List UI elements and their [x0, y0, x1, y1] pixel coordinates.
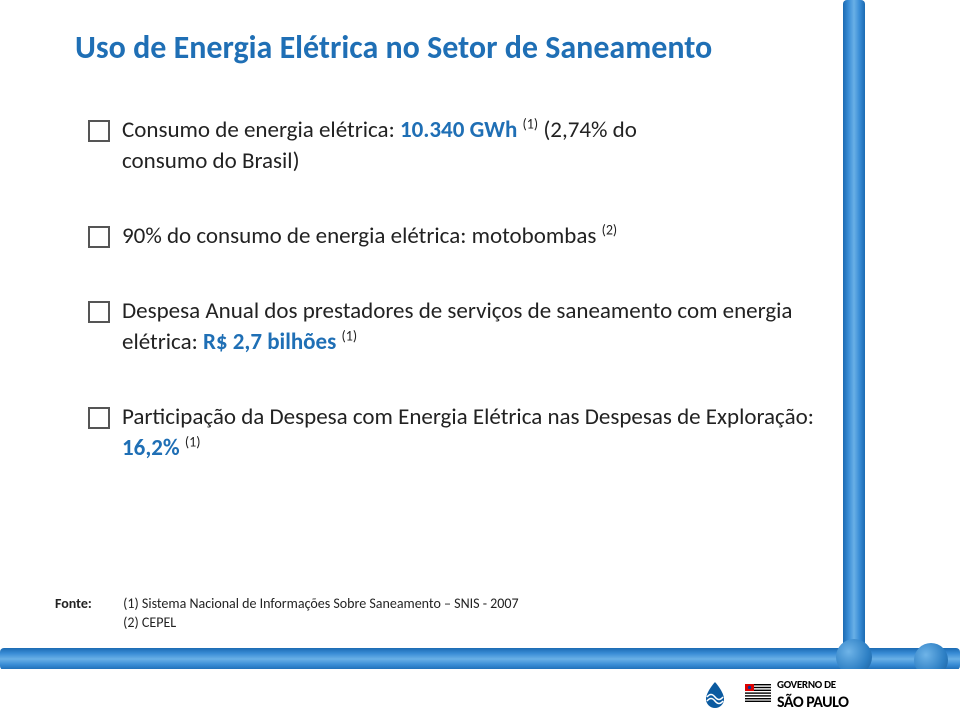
content-area: Consumo de energia elétrica: 10.340 GWh …	[88, 115, 828, 508]
logo-governo-sp: GOVERNO DE SÃO PAULO	[745, 674, 910, 712]
source-label: Fonte:	[55, 595, 120, 612]
bullet1-pre: Consumo de energia elétrica:	[122, 116, 400, 144]
bullet1-post-a: (2,74% do	[538, 116, 637, 144]
bullet2-sup: (2)	[602, 221, 618, 238]
logo-sp-line2: SÃO PAULO	[777, 693, 848, 712]
source-line-1: (1) Sistema Nacional de Informações Sobr…	[123, 595, 518, 612]
bullet1-post-b: consumo do Brasil)	[122, 147, 300, 175]
slide-title: Uso de Energia Elétrica no Setor de Sane…	[75, 28, 712, 67]
source-lines: (1) Sistema Nacional de Informações Sobr…	[123, 595, 518, 633]
bullet4-pre: Participação da Despesa com Energia Elét…	[122, 403, 814, 431]
logo-sp-line1: GOVERNO DE	[777, 678, 836, 691]
source-line-2: (2) CEPEL	[123, 614, 176, 631]
bullet2-text: 90% do consumo de energia elétrica: moto…	[122, 222, 602, 250]
bullet4-accent: 16,2%	[122, 434, 185, 462]
source-block: Fonte: (1) Sistema Nacional de Informaçõ…	[55, 595, 519, 633]
bullet4-sup: (1)	[185, 434, 201, 451]
slide: Uso de Energia Elétrica no Setor de Sane…	[0, 0, 960, 715]
logo-sabesp-icon	[700, 680, 730, 710]
bullet-despesa-anual: Despesa Anual dos prestadores de serviço…	[88, 296, 828, 358]
pipe-vertical	[843, 0, 865, 715]
bullet1-sup: (1)	[523, 115, 539, 132]
bullet-participacao: Participação da Despesa com Energia Elét…	[88, 402, 828, 464]
sp-flag-icon	[745, 684, 771, 702]
bullet3-accent: R$ 2,7 bilhões	[203, 328, 342, 356]
bullet-consumo: Consumo de energia elétrica: 10.340 GWh …	[88, 115, 828, 177]
bullet1-accent: 10.340 GWh	[400, 116, 517, 144]
bullet3-sup: (1)	[342, 328, 358, 345]
pipe-horizontal	[0, 648, 960, 670]
bullet-motobombas: 90% do consumo de energia elétrica: moto…	[88, 221, 828, 252]
